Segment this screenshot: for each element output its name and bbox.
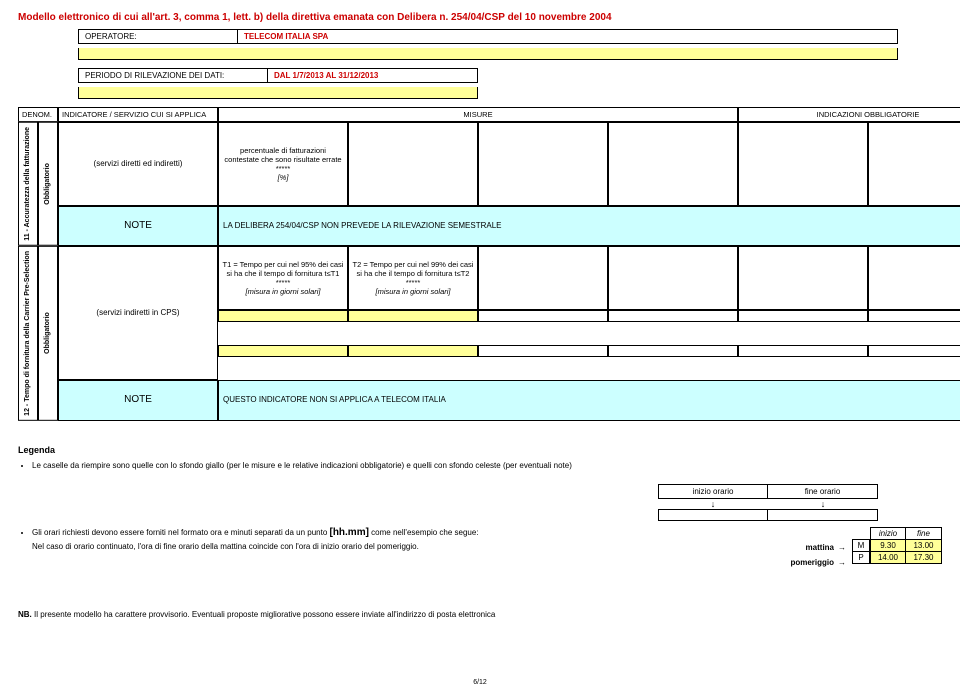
- row12-servizio: (servizi indiretti in CPS): [58, 246, 218, 380]
- legenda-2c: come nell'esempio che segue:: [371, 528, 478, 537]
- periodo-value: DAL 1/7/2013 AL 31/12/2013: [268, 68, 478, 83]
- nb-note: NB. Il presente modello ha carattere pro…: [18, 610, 942, 619]
- sched-m-fine[interactable]: 13.00: [906, 539, 942, 552]
- row11-mis1: percentuale di fatturazioni contestate c…: [218, 122, 348, 206]
- sched-fine-hdr: fine: [906, 527, 942, 539]
- periodo-label: PERIODO DI RILEVAZIONE DEI DATI:: [78, 68, 268, 83]
- row12-y2e: [738, 345, 868, 357]
- row12-y1e: [738, 310, 868, 322]
- operatore-label: OPERATORE:: [78, 29, 238, 44]
- orari-arrow-2: ↓: [768, 499, 878, 509]
- row11-obbl: Obbligatorio: [38, 122, 58, 246]
- orari-fine-hdr: fine orario: [768, 484, 878, 499]
- legenda-title: Legenda: [18, 445, 942, 455]
- row12-blank2: [608, 246, 738, 311]
- row12-blank4: [868, 246, 960, 311]
- row12-t2a: T2 = Tempo per cui nel 99% dei casi si h…: [352, 260, 474, 278]
- sched-arrow-1: →: [838, 543, 846, 552]
- row12-t2c: [misura in giorni solari]: [375, 287, 450, 296]
- row12-blank3: [738, 246, 868, 311]
- row12-y1c: [478, 310, 608, 322]
- row12-y1b[interactable]: [348, 310, 478, 322]
- row12-blank1: [478, 246, 608, 311]
- row11-blank1: [348, 122, 478, 206]
- periodo-input-bar[interactable]: [78, 87, 478, 99]
- row12-t1c: [misura in giorni solari]: [245, 287, 320, 296]
- legenda-3-text: Nel caso di orario continuato, l'ora di …: [32, 542, 419, 551]
- row11-blank5: [868, 122, 960, 206]
- orari-inizio-hdr: inizio orario: [658, 484, 768, 499]
- row11-note-label: NOTE: [58, 206, 218, 245]
- row12-note-text[interactable]: QUESTO INDICATORE NON SI APPLICA A TELEC…: [218, 380, 960, 421]
- row12-denom: 12 - Tempo di fornitura della Carrier Pr…: [18, 246, 38, 421]
- sched-arrow-2: →: [838, 558, 846, 567]
- row12-y2d: [608, 345, 738, 357]
- schedule-example: mattina → pomeriggio → inizio fine M 9.3…: [766, 527, 942, 570]
- page-number: 6/12: [18, 679, 942, 686]
- orari-arrow-1: ↓: [658, 499, 768, 509]
- row12-t1a: T1 = Tempo per cui nel 95% dei casi si h…: [222, 260, 344, 278]
- hdr-misure: MISURE: [218, 107, 738, 122]
- sched-pomer-lbl: pomeriggio: [790, 558, 834, 567]
- sched-P: P: [852, 552, 870, 564]
- row11-mis1c: [%]: [278, 173, 289, 182]
- row12-note-label: NOTE: [58, 380, 218, 421]
- operatore-input-bar[interactable]: [78, 48, 898, 60]
- row11-blank3: [608, 122, 738, 206]
- legenda-2a: Gli orari richiesti devono essere fornit…: [32, 528, 329, 537]
- row12-y1a[interactable]: [218, 310, 348, 322]
- hdr-denom: DENOM.: [18, 107, 58, 122]
- orari-cell-2[interactable]: [768, 509, 878, 521]
- row11-servizio: (servizi diretti ed indiretti): [58, 122, 218, 206]
- page-title: Modello elettronico di cui all'art. 3, c…: [18, 12, 942, 23]
- row12-obbl: Obbligatorio: [38, 246, 58, 421]
- sched-p-inizio[interactable]: 14.00: [870, 552, 906, 564]
- orari-cell-1[interactable]: [658, 509, 768, 521]
- legenda-item-3: Nel caso di orario continuato, l'ora di …: [32, 542, 766, 551]
- sched-m-inizio[interactable]: 9.30: [870, 539, 906, 552]
- row12-y1f: [868, 310, 960, 322]
- operatore-value: TELECOM ITALIA SPA: [238, 29, 898, 44]
- sched-inizio-hdr: inizio: [870, 527, 906, 539]
- row12-t1: T1 = Tempo per cui nel 95% dei casi si h…: [218, 246, 348, 311]
- hdr-indicazioni: INDICAZIONI OBBLIGATORIE: [738, 107, 960, 122]
- sched-mattina-lbl: mattina: [806, 543, 834, 552]
- legenda-2b: [hh.mm]: [329, 527, 368, 538]
- row12-t2: T2 = Tempo per cui nel 99% dei casi si h…: [348, 246, 478, 311]
- legenda-item-2: Gli orari richiesti devono essere fornit…: [32, 527, 766, 538]
- row12-y2f: [868, 345, 960, 357]
- nb-text: Il presente modello ha carattere provvis…: [34, 610, 495, 619]
- main-grid: DENOM. INDICATORE / SERVIZIO CUI SI APPL…: [18, 107, 942, 421]
- row11-blank4: [738, 122, 868, 206]
- row11-denom: 11 - Accuratezza della fatturazione: [18, 122, 38, 246]
- sched-p-fine[interactable]: 17.30: [906, 552, 942, 564]
- row12-y1d: [608, 310, 738, 322]
- row11-mis1b: *****: [276, 164, 291, 173]
- nb-prefix: NB.: [18, 610, 32, 619]
- row12-t2b: *****: [406, 278, 421, 287]
- legenda-item-1: Le caselle da riempire sono quelle con l…: [32, 461, 942, 470]
- row11-note-text[interactable]: LA DELIBERA 254/04/CSP NON PREVEDE LA RI…: [218, 206, 960, 245]
- row11-mis1a: percentuale di fatturazioni contestate c…: [222, 146, 344, 164]
- hdr-indicatore: INDICATORE / SERVIZIO CUI SI APPLICA: [58, 107, 218, 122]
- row11-blank2: [478, 122, 608, 206]
- row12-y2c: [478, 345, 608, 357]
- orari-box: inizio orario fine orario ↓ ↓: [658, 484, 878, 521]
- row12-y2b[interactable]: [348, 345, 478, 357]
- sched-M: M: [852, 539, 870, 552]
- row12-y2a[interactable]: [218, 345, 348, 357]
- row12-t1b: *****: [276, 278, 291, 287]
